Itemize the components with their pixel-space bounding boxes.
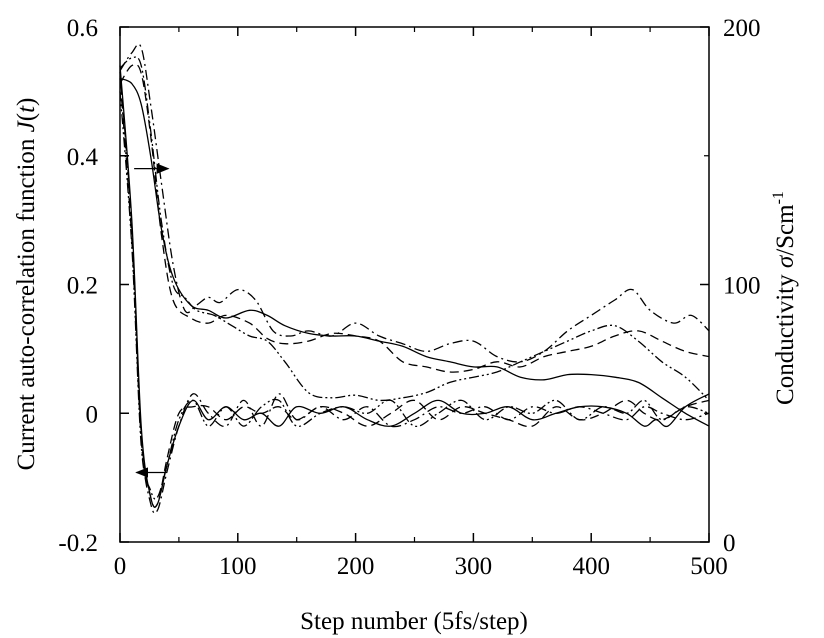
right-axis-title-exp: -1 xyxy=(770,191,787,204)
left-axis-title: Current auto-correlation function J(t) xyxy=(13,98,40,471)
series-line-right-dashdot xyxy=(119,43,710,363)
tick-labels: 0 100 200 300 400 500 -0.2 0 0.2 0.4 0.6 0 100 200 xyxy=(58,15,760,580)
x-tick-label: 300 xyxy=(455,553,493,580)
x-tick-label: 100 xyxy=(219,553,257,580)
x-axis-title: Step number (5fs/step) xyxy=(300,608,528,635)
series-line-left-dashdotdot xyxy=(119,91,710,500)
right-axis-title: Conductivity σ/Scm-1 xyxy=(770,191,799,405)
y-left-tick-label: 0.4 xyxy=(67,144,99,171)
x-tick-label: 0 xyxy=(114,553,127,580)
annotation-arrows xyxy=(134,163,170,478)
y-left-tick-label: 0.2 xyxy=(67,273,98,300)
series-line-left-solid xyxy=(119,65,710,508)
right-axis-title-unit: /Scm xyxy=(772,204,799,256)
series-line-right-dashdotdot xyxy=(119,56,710,402)
series-line-left-dashdot xyxy=(119,78,710,514)
right-axis-title-sigma: σ xyxy=(772,254,799,268)
axis-ticks xyxy=(119,26,710,543)
x-tick-label: 400 xyxy=(572,553,610,580)
x-tick-label: 500 xyxy=(690,553,728,580)
left-axis-title-paren: ( xyxy=(13,113,40,121)
left-axis-title-j: J xyxy=(13,119,40,132)
left-axis-title-t: t xyxy=(13,105,40,113)
plot-frame xyxy=(119,26,710,543)
x-tick-label: 200 xyxy=(337,553,375,580)
series-line-right-dash xyxy=(119,63,710,373)
series-line-left-dash xyxy=(119,72,710,508)
left-axis-title-text: Current auto-correlation function xyxy=(13,132,40,470)
y-right-tick-label: 100 xyxy=(723,273,761,300)
series-lines xyxy=(119,43,710,514)
right-axis-title-main: Conductivity xyxy=(772,268,799,405)
y-left-tick-label: 0 xyxy=(86,401,99,428)
left-axis-title-close: ) xyxy=(13,98,40,106)
y-left-tick-label: -0.2 xyxy=(58,530,98,557)
series-line-right-solid xyxy=(119,77,710,427)
y-right-tick-label: 0 xyxy=(723,530,736,557)
y-right-tick-label: 200 xyxy=(723,15,761,42)
y-left-tick-label: 0.6 xyxy=(67,15,98,42)
